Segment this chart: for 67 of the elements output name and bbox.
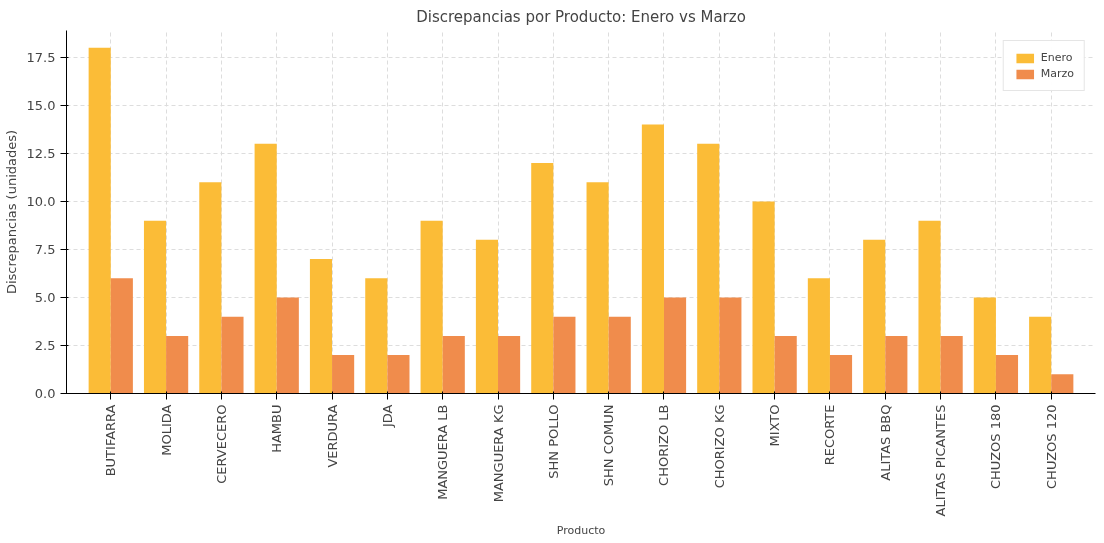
x-tick-label: CERVECERO <box>213 404 229 484</box>
bar <box>774 335 797 394</box>
bar <box>1051 374 1074 394</box>
y-tick-label: 17.5 <box>26 49 56 65</box>
bar <box>1029 316 1052 394</box>
bar <box>885 335 908 394</box>
x-tick-label: MIXTO <box>767 404 783 447</box>
bar <box>420 220 443 394</box>
bar <box>387 355 410 394</box>
bar <box>719 297 742 394</box>
x-tick-label: RECORTE <box>822 404 838 466</box>
bar <box>918 220 941 394</box>
x-tick-label: ALITAS BBQ <box>877 404 893 481</box>
x-tick-label: MANGUERA KG <box>490 404 506 503</box>
bar <box>608 316 631 394</box>
bar <box>663 297 687 394</box>
bar <box>88 47 111 394</box>
bar <box>995 355 1019 394</box>
bar <box>166 335 189 394</box>
y-tick-label: 12.5 <box>26 145 56 161</box>
bar <box>940 335 963 394</box>
bar <box>752 201 775 394</box>
bar <box>475 239 499 394</box>
legend-label: Enero <box>1040 51 1073 64</box>
bar <box>641 124 664 394</box>
bar <box>332 355 355 394</box>
x-tick-label: CHUZOS 180 <box>988 404 1004 489</box>
bar <box>498 335 521 394</box>
bar <box>221 316 244 394</box>
y-axis-title: Discrepancias (unidades) <box>3 129 19 295</box>
bar <box>276 297 299 394</box>
bar <box>254 143 277 394</box>
y-tick-label: 7.5 <box>34 241 56 257</box>
bar <box>442 335 465 394</box>
x-tick-label: MOLIDA <box>158 404 174 456</box>
chart-title: Discrepancias por Producto: Enero vs Marzo <box>416 7 746 26</box>
y-tick-label: 2.5 <box>34 337 56 353</box>
x-tick-label: JDA <box>379 404 395 429</box>
x-tick-label: CHUZOS 120 <box>1043 404 1059 489</box>
bar <box>143 220 167 394</box>
legend-label: Marzo <box>1040 67 1074 80</box>
y-tick-label: 10.0 <box>26 193 56 209</box>
bar <box>807 278 830 394</box>
x-tick-label: SHN COMUN <box>601 404 617 487</box>
x-axis-title: Producto <box>556 524 606 538</box>
x-tick-label: HAMBU <box>269 404 285 453</box>
bar <box>829 355 853 394</box>
bar <box>199 182 222 394</box>
bar <box>110 278 133 394</box>
x-tick-label: SHN POLLO <box>545 404 561 479</box>
bar <box>531 163 554 394</box>
y-tick-label: 15.0 <box>26 97 56 113</box>
y-tick-label: 5.0 <box>34 289 56 305</box>
bar <box>309 259 333 394</box>
y-tick-label: 0.0 <box>34 386 56 401</box>
bar <box>973 297 996 394</box>
x-tick-label: ALITAS PICANTES <box>933 404 949 517</box>
x-tick-label: MANGUERA LB <box>435 404 451 500</box>
x-tick-label: CHORIZO LB <box>656 404 672 486</box>
bar <box>365 278 388 394</box>
bar <box>697 143 720 394</box>
x-tick-label: BUTIFARRA <box>103 404 119 477</box>
bar <box>586 182 609 394</box>
bar <box>553 316 576 394</box>
x-tick-label: VERDURA <box>324 404 340 468</box>
bar <box>863 239 886 394</box>
x-tick-label: CHORIZO KG <box>711 404 727 489</box>
